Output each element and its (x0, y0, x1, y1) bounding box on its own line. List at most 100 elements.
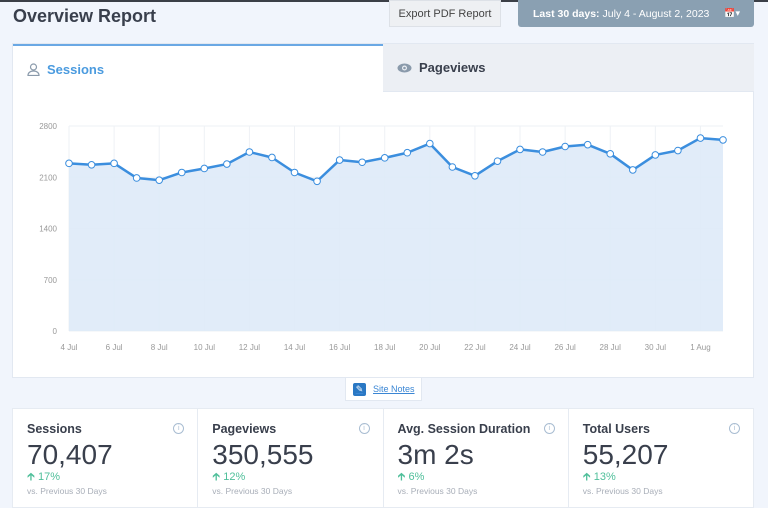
stat-value: 55,207 (582, 439, 669, 470)
stat-change-value: 12% (223, 471, 246, 483)
data-point (87, 161, 96, 169)
arrow-up-icon: 🡱 (27, 471, 38, 483)
export-pdf-button[interactable]: Export PDF Report (389, 0, 501, 27)
stat-value: 3m 2s (397, 439, 474, 470)
stat-label: Avg. Session Duration (397, 422, 531, 436)
x-tick-label: 30 Jul (645, 343, 667, 352)
data-point (358, 158, 366, 167)
data-point (538, 148, 547, 156)
data-point (471, 171, 479, 180)
x-tick-label: 14 Jul (284, 343, 306, 352)
data-point (335, 156, 344, 164)
data-point (426, 139, 434, 148)
x-tick-label: 16 Jul (329, 343, 351, 352)
data-point (177, 168, 186, 177)
data-point (245, 148, 254, 156)
data-point (696, 134, 705, 142)
x-tick-label: 20 Jul (419, 343, 441, 352)
data-point (403, 148, 412, 157)
arrow-up-icon: 🡱 (582, 471, 594, 483)
stat-change: 🡱 12% (212, 471, 382, 484)
stat-compare: vs. Previous 30 Days (397, 486, 478, 496)
data-point (674, 146, 682, 155)
stats-row: Sessions i 70,407 🡱 17% vs. Previous 30 … (12, 408, 754, 508)
tab-sessions[interactable]: Sessions (13, 44, 383, 92)
stat-compare: vs. Previous 30 Days (27, 486, 107, 496)
top-border (0, 0, 768, 2)
overview-chart-panel: Sessions Pageviews 0 700 1400 2100 2800 4 Jul… (12, 43, 754, 378)
data-point (628, 166, 637, 174)
data-point (606, 150, 615, 158)
data-point (583, 140, 592, 149)
info-icon[interactable]: i (173, 423, 185, 434)
data-point (223, 160, 231, 168)
date-range-prefix: Last 30 days: (533, 7, 600, 20)
y-tick-label: 2100 (39, 173, 57, 182)
y-tick-label: 700 (44, 276, 58, 285)
tab-pageviews[interactable]: Pageviews (383, 44, 754, 92)
arrow-up-icon: 🡱 (212, 471, 224, 483)
series-area (69, 138, 723, 331)
info-icon[interactable]: i (729, 423, 740, 434)
data-point (268, 153, 276, 162)
stat-change: 🡱 13% (583, 471, 753, 484)
data-point (516, 145, 524, 154)
stat-change-value: 13% (593, 471, 616, 483)
data-point (380, 154, 389, 162)
stat-label: Total Users (582, 422, 650, 436)
stat-value: 350,555 (212, 439, 314, 470)
site-notes-label: Site Notes (373, 384, 415, 394)
data-point (719, 136, 727, 144)
stat-change-value: 17% (37, 471, 60, 483)
x-tick-label: 22 Jul (464, 343, 486, 352)
stat-label: Sessions (27, 422, 82, 436)
x-tick-label: 8 Jul (151, 343, 168, 352)
x-tick-label: 18 Jul (374, 343, 396, 352)
stat-compare: vs. Previous 30 Days (212, 486, 293, 496)
data-point (110, 159, 118, 168)
stat-change: 🡱 17% (27, 471, 197, 484)
x-tick-label: 10 Jul (194, 343, 216, 352)
stat-label: Pageviews (212, 422, 277, 436)
data-point (651, 151, 660, 159)
calendar-icon: 📅▾ (724, 8, 740, 18)
stat-card: Pageviews i 350,555 🡱 12% vs. Previous 3… (198, 409, 384, 507)
x-tick-label: 6 Jul (106, 343, 123, 352)
series-line (68, 136, 724, 183)
data-point (200, 164, 209, 173)
y-tick-label: 2800 (39, 122, 57, 131)
x-tick-label: 26 Jul (554, 343, 576, 352)
stat-value: 70,407 (27, 439, 113, 470)
arrow-up-icon: 🡱 (397, 471, 409, 483)
stat-card: Total Users i 55,207 🡱 13% vs. Previous … (569, 409, 753, 507)
page-title: Overview Report (13, 6, 157, 26)
info-icon[interactable]: i (358, 423, 370, 434)
stat-change-value: 6% (408, 471, 425, 483)
stat-card: Avg. Session Duration i 3m 2s 🡱 6% vs. P… (384, 409, 569, 507)
sessions-chart: 0 700 1400 2100 2800 4 Jul 6 Jul 8 Jul 10 Jul 12 … (39, 122, 727, 352)
stat-compare: vs. Previous 30 Days (582, 486, 663, 496)
y-tick-label: 1400 (39, 225, 57, 234)
site-notes-button[interactable]: ✎ Site Notes (345, 377, 422, 401)
data-point (155, 176, 164, 184)
y-tick-label: 0 (53, 327, 58, 336)
x-tick-label: 24 Jul (509, 343, 531, 352)
user-icon (27, 62, 40, 76)
info-icon[interactable]: i (543, 423, 555, 434)
stat-change: 🡱 6% (398, 471, 568, 484)
tab-label: Sessions (47, 61, 105, 77)
data-point (448, 163, 457, 171)
data-point (65, 159, 73, 168)
data-point (493, 157, 502, 165)
x-tick-label: 28 Jul (600, 343, 622, 352)
date-range-picker[interactable]: Last 30 days: July 4 - August 2, 2023 📅▾ (518, 0, 754, 27)
data-point (132, 174, 141, 182)
pencil-note-icon: ✎ (353, 382, 366, 396)
data-point (561, 142, 569, 151)
x-tick-label: 12 Jul (239, 343, 261, 352)
data-point (313, 177, 321, 186)
stat-card: Sessions i 70,407 🡱 17% vs. Previous 30 … (13, 409, 199, 507)
eye-icon (397, 63, 412, 72)
date-range-value: July 4 - August 2, 2023 (602, 7, 710, 20)
x-tick-label: 1 Aug (690, 343, 710, 352)
